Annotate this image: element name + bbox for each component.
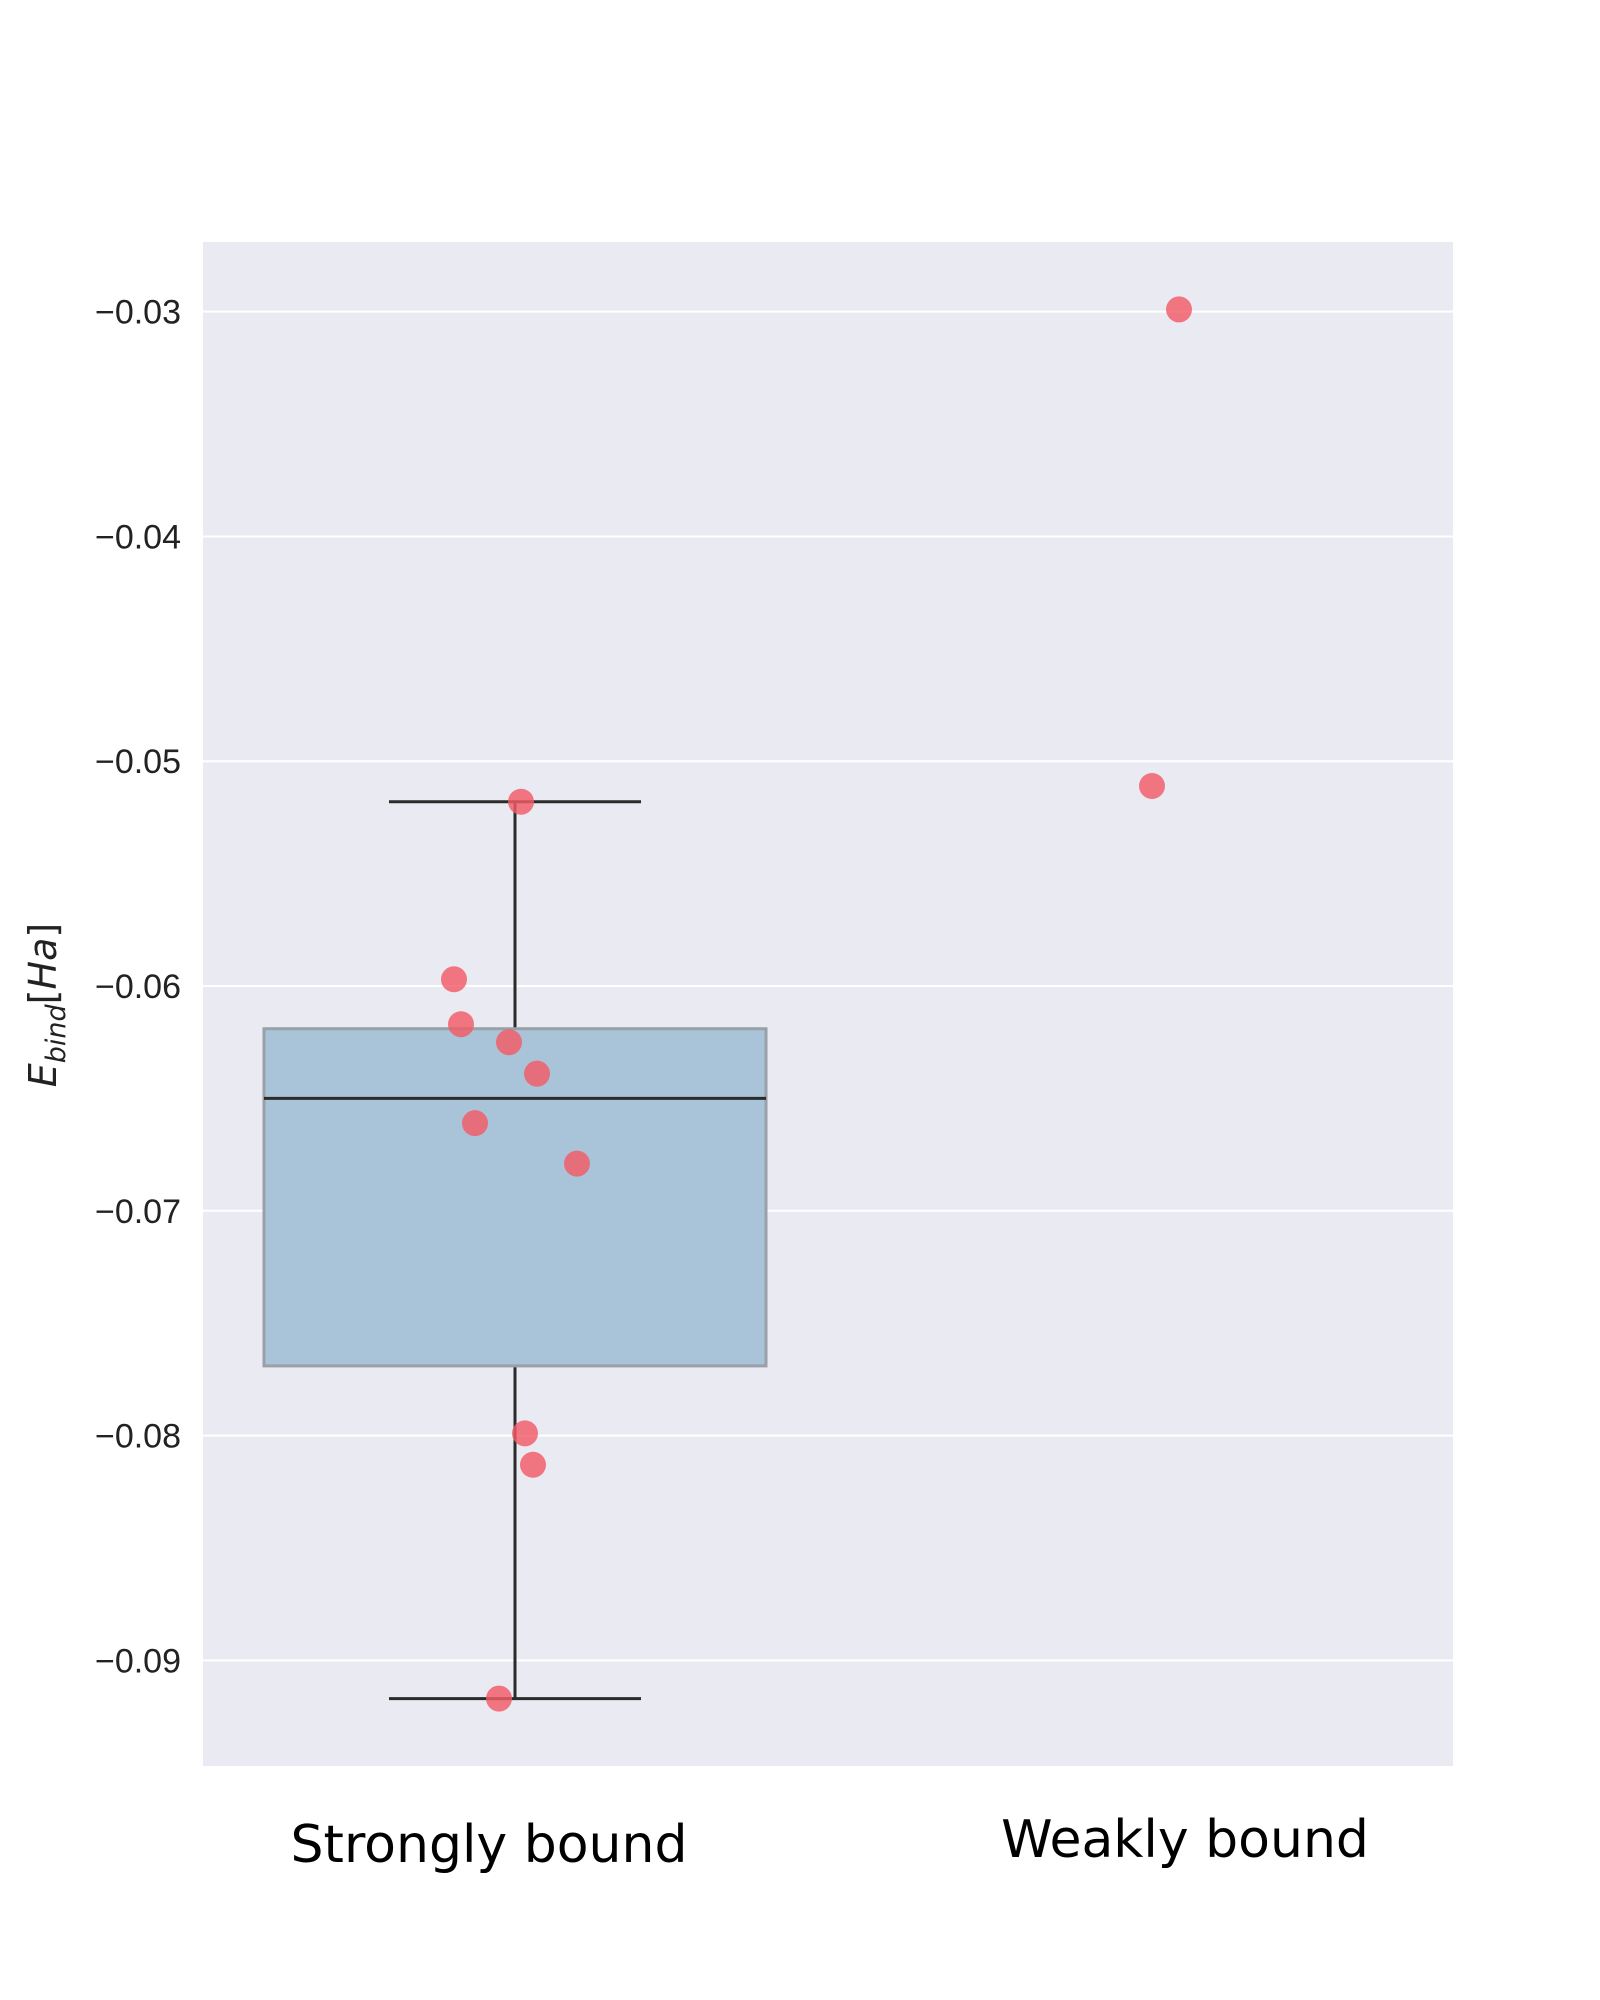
data-point [462,1110,488,1137]
data-point [564,1150,590,1177]
data-point [520,1451,546,1478]
iqr-box [262,1027,768,1368]
y-tick-label: −0.08 [95,1418,181,1456]
y-axis-title-subscript: bind [41,1003,72,1063]
data-points [441,296,1192,1712]
y-axis-title-bracket-open: [ [21,989,65,1004]
box-layer [262,800,768,1701]
data-point [512,1420,538,1447]
y-tick-label: −0.04 [95,518,181,556]
data-point [508,788,534,815]
y-tick-label: −0.07 [95,1193,181,1231]
y-tick-label: −0.03 [95,294,181,332]
data-point [441,966,467,993]
data-point [524,1060,550,1087]
x-category-labels: Strongly bound Weakly bound [291,1810,1369,1875]
data-point [1139,772,1165,799]
data-point [1166,296,1192,323]
y-axis-title-bracket-close: ] [21,923,65,938]
y-tick-label: −0.09 [95,1642,181,1680]
y-axis-title: Ebind[Ha] [21,923,72,1087]
y-tick-labels: −0.03 −0.04 −0.05 −0.06 −0.07 −0.08 −0.09 [95,294,181,1681]
x-category-label: Weakly bound [1001,1810,1369,1870]
data-point [496,1029,522,1056]
data-point [448,1011,474,1038]
y-axis-title-unit: Ha [21,938,65,990]
plot-area [203,242,1453,1766]
data-point [486,1685,512,1712]
y-axis-title-main: E [21,1063,65,1087]
y-tick-label: −0.06 [95,968,181,1006]
y-tick-label: −0.05 [95,743,181,781]
x-category-label: Strongly bound [291,1815,688,1875]
